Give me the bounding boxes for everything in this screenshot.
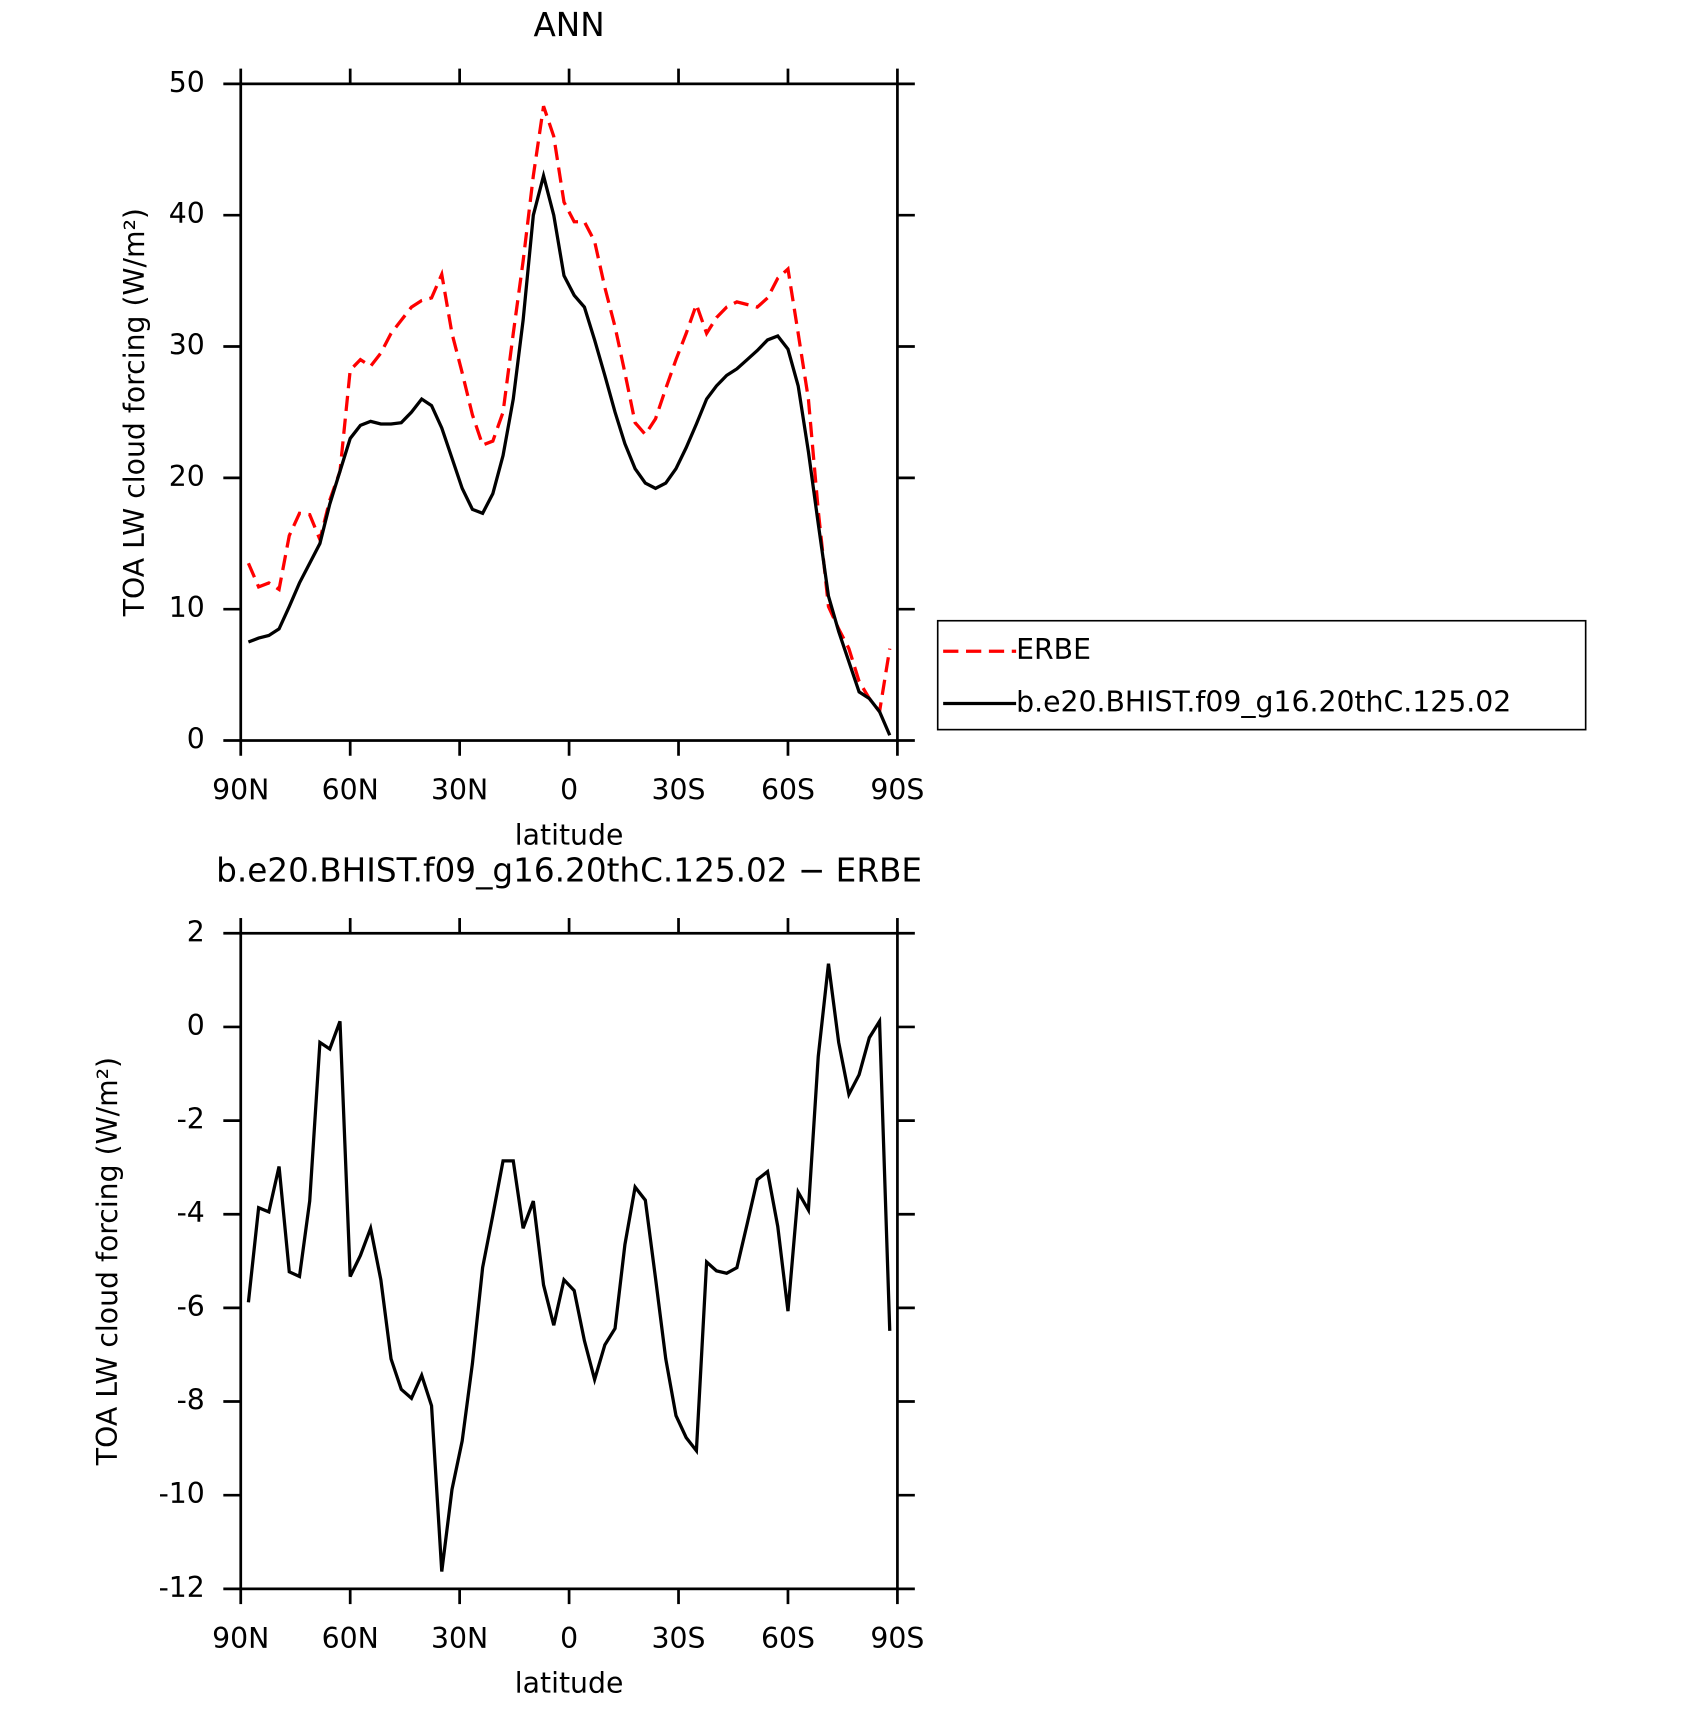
plot-frame: [239, 82, 899, 742]
y-tick-label: -12: [159, 1571, 205, 1604]
x-tick-label: 30N: [431, 1622, 488, 1655]
x-tick-label: 90N: [212, 1622, 269, 1655]
y-tick-label: -2: [177, 1103, 205, 1136]
x-tick-label: 30S: [652, 1622, 706, 1655]
x-tick-label: 90S: [870, 1622, 924, 1655]
legend-label: b.e20.BHIST.f09_g16.20thC.125.02: [1016, 685, 1511, 718]
y-tick-label: 2: [187, 915, 205, 948]
chart-title: b.e20.BHIST.f09_g16.20thC.125.02 − ERBE: [216, 851, 922, 889]
x-axis-label: latitude: [515, 818, 624, 851]
y-tick-label: 30: [169, 329, 205, 362]
legend-box: [936, 619, 1587, 731]
y-tick-label: 10: [169, 591, 205, 624]
y-tick-label: 0: [187, 1009, 205, 1042]
x-tick-label: 60S: [761, 774, 815, 807]
y-axis-label: TOA LW cloud forcing (W/m²): [118, 208, 151, 617]
x-tick-label: 90S: [870, 774, 924, 807]
y-tick-label: -4: [177, 1196, 205, 1229]
y-tick-label: -8: [177, 1384, 205, 1417]
x-tick-label: 90N: [212, 774, 269, 807]
y-tick-label: 20: [169, 460, 205, 493]
y-tick-label: -6: [177, 1290, 205, 1323]
chart-title: ANN: [533, 6, 604, 44]
legend-label: ERBE: [1016, 633, 1091, 666]
x-tick-label: 0: [560, 774, 578, 807]
series-line: [247, 169, 892, 736]
x-axis-label: latitude: [515, 1667, 624, 1700]
x-tick-label: 60N: [322, 1622, 379, 1655]
series-line: [246, 963, 892, 1572]
x-tick-label: 60S: [761, 1622, 815, 1655]
x-tick-label: 60N: [322, 774, 379, 807]
series-line: [246, 105, 892, 716]
y-tick-label: 40: [169, 197, 205, 230]
y-tick-label: -10: [159, 1477, 205, 1510]
x-tick-label: 30S: [652, 774, 706, 807]
x-tick-label: 30N: [431, 774, 488, 807]
y-tick-label: 50: [169, 66, 205, 99]
y-tick-label: 0: [187, 723, 205, 756]
y-axis-label: TOA LW cloud forcing (W/m²): [91, 1057, 124, 1466]
x-tick-label: 0: [560, 1622, 578, 1655]
